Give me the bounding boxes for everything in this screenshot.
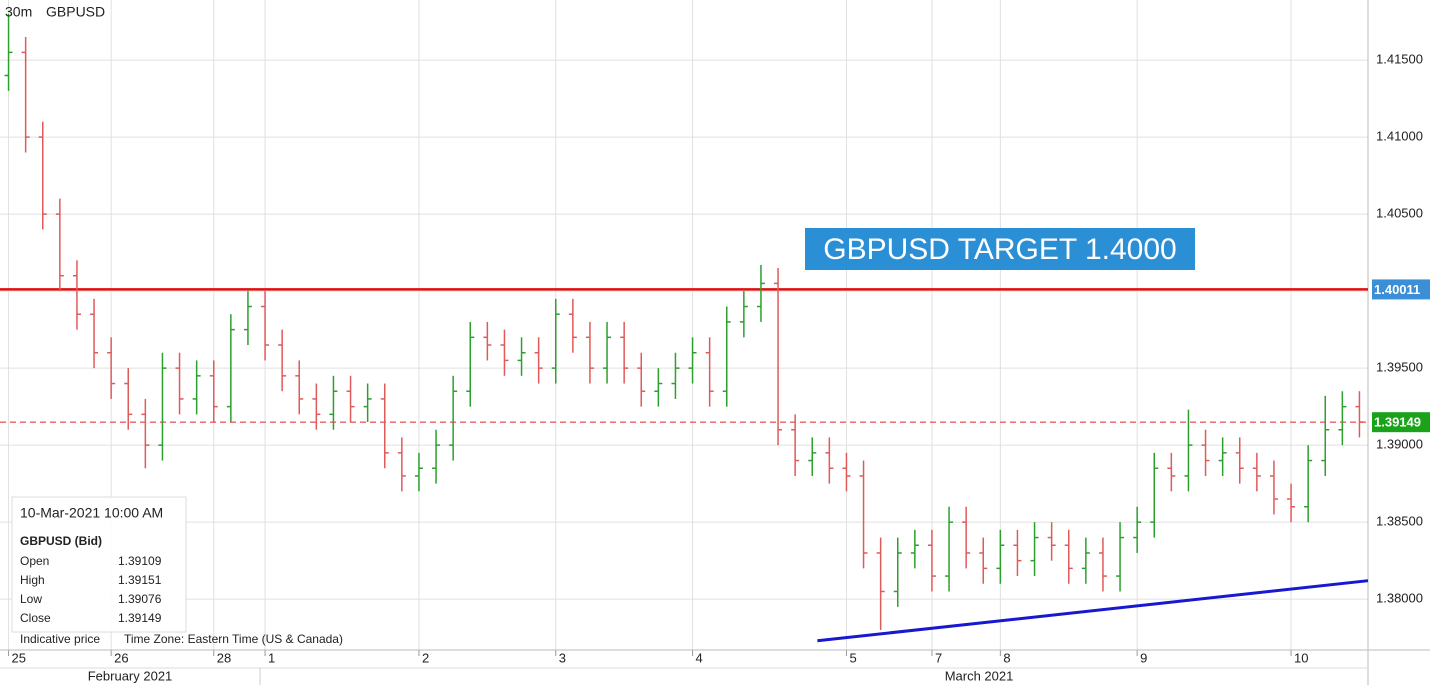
info-footer: Indicative price — [20, 632, 100, 646]
x-tick-label: 4 — [696, 650, 703, 665]
y-tick-label: 1.41500 — [1376, 52, 1423, 67]
info-label: Open — [20, 554, 49, 568]
info-label: Low — [20, 592, 42, 606]
trendline — [817, 579, 1369, 643]
annotation-box — [805, 228, 1195, 270]
annotation: GBPUSD TARGET 1.4000 — [823, 233, 1176, 266]
month-label: March 2021 — [945, 668, 1014, 683]
info-footer: Time Zone: Eastern Time (US & Canada) — [124, 632, 343, 646]
y-tick-label: 1.40500 — [1376, 206, 1423, 221]
info-value: 1.39149 — [118, 611, 162, 625]
info-value: 1.39151 — [118, 573, 162, 587]
x-tick-label: 10 — [1294, 650, 1308, 665]
price-label: 1.39149 — [1374, 415, 1421, 430]
x-tick-label: 5 — [849, 650, 856, 665]
x-tick-label: 3 — [559, 650, 566, 665]
price-label-box — [1372, 279, 1430, 300]
y-tick-label: 1.41000 — [1376, 129, 1423, 144]
info-label: High — [20, 573, 45, 587]
x-tick-label: 9 — [1140, 650, 1147, 665]
x-tick-label: 7 — [935, 650, 942, 665]
x-tick-label: 26 — [114, 650, 128, 665]
y-tick-label: 1.38500 — [1376, 514, 1423, 529]
y-tick-label: 1.39500 — [1376, 360, 1423, 375]
x-tick-label: 25 — [12, 650, 26, 665]
x-tick-label: 28 — [217, 650, 231, 665]
price-label: 1.40011 — [1374, 282, 1420, 297]
info-heading: GBPUSD (Bid) — [20, 534, 102, 548]
price-label-box — [1372, 412, 1430, 433]
symbol: GBPUSD — [46, 4, 105, 20]
x-tick-label: 1 — [268, 650, 275, 665]
x-tick-label: 2 — [422, 650, 429, 665]
info-value: 1.39109 — [118, 554, 162, 568]
info-box — [11, 496, 187, 633]
interval: 30m — [5, 4, 32, 20]
y-tick-label: 1.38000 — [1376, 591, 1423, 606]
month-label: February 2021 — [88, 668, 173, 683]
x-tick-label: 8 — [1003, 650, 1010, 665]
info-datetime: 10-Mar-2021 10:00 AM — [20, 505, 163, 521]
y-tick-label: 1.39000 — [1376, 437, 1423, 452]
info-label: Close — [20, 611, 51, 625]
info-value: 1.39076 — [118, 592, 162, 606]
